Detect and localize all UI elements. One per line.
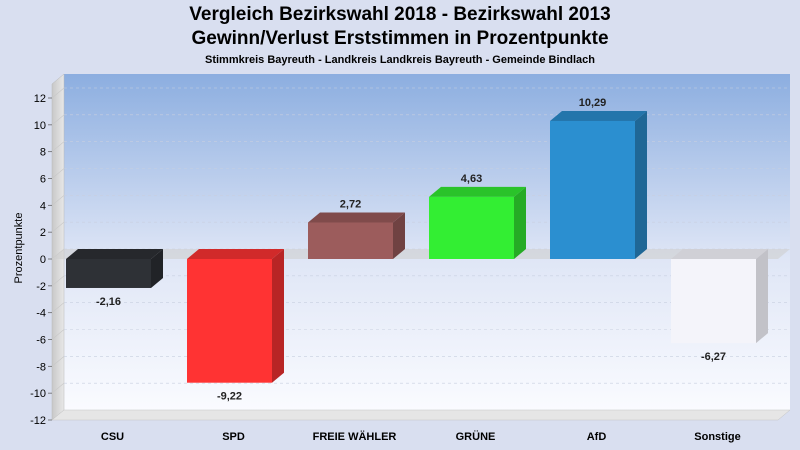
bar-4: 10,29 [550,97,647,259]
bar-top [671,249,768,259]
chart-titles: Vergleich Bezirkswahl 2018 - Bezirkswahl… [0,0,800,67]
bar-top [308,212,405,223]
grid-line-side [51,168,65,179]
y-tick-label: -8 [36,361,46,373]
bar-side [756,249,768,344]
grid-line-side [51,382,65,394]
y-tick-label: -6 [36,335,46,347]
bar-side [151,249,163,288]
y-tick-label: 2 [40,227,46,239]
x-category-label: AfD [587,431,607,443]
bar-2: 2,72 [308,199,405,259]
x-category-label: GRÜNE [456,430,496,443]
bar-side [635,110,647,259]
bar-top [429,186,526,197]
bar-value-label: 4,63 [461,173,482,185]
bar-front [550,120,635,259]
y-axis-ticks: -12 -10 -8 -6 -4 -2 0 2 4 6 8 10 12 [30,93,52,427]
grid-line-side [51,329,65,340]
chart-title-line1: Vergleich Bezirkswahl 2018 - Bezirkswahl… [189,4,611,25]
bar-value-label: -6,27 [701,351,726,363]
bar-value-label: -2,16 [96,296,121,308]
y-tick-label: -12 [30,415,46,427]
bar-front [308,222,393,259]
grid-line-side [51,195,65,206]
y-tick-label: 12 [34,93,46,105]
floor [51,409,791,421]
bar-front [66,259,151,288]
chart-title-line2: Gewinn/Verlust Erststimmen in Prozentpun… [191,28,609,49]
bars: -2,16 -9,22 2,72 4,63 10,29 -6,27 [66,97,768,403]
bar-0: -2,16 [66,249,163,308]
bar-3: 4,63 [429,173,526,259]
bar-top [550,110,647,121]
x-axis-labels: CSU SPD FREIE WÄHLER GRÜNE AfD Sonstige [101,430,741,443]
grid-line-side [51,356,65,367]
bar-5: -6,27 [671,249,768,363]
grid-line-side [51,275,65,287]
bar-front [671,259,756,344]
bar-1: -9,22 [187,249,284,403]
bar-side [393,212,405,259]
bar-value-label: -9,22 [217,391,242,403]
y-tick-label: -10 [30,388,46,400]
y-tick-label: -4 [36,308,46,320]
chart-subtitle: Stimmkreis Bayreuth - Landkreis Landkrei… [204,54,595,66]
y-tick-label: 10 [34,120,46,132]
left-wall [51,73,65,421]
bar-value-label: 2,72 [340,199,361,211]
x-category-label: CSU [101,431,124,443]
x-category-label: SPD [222,431,245,443]
grid-line-side [51,221,65,233]
plot-background [51,73,791,421]
grid-line-side [51,302,65,313]
y-tick-label: -2 [36,281,46,293]
grid-line-side [51,87,65,99]
y-tick-label: 0 [40,254,46,266]
y-tick-label: 4 [40,200,46,212]
x-category-label: Sonstige [694,431,740,443]
bar-top [66,249,163,259]
bar-side [514,186,526,259]
x-category-label: FREIE WÄHLER [313,430,397,443]
y-tick-label: 6 [40,174,46,186]
bar-front [187,259,272,383]
bar-value-label: 10,29 [579,97,607,109]
y-axis-label: Prozentpunkte [13,213,25,284]
bar-side [272,249,284,383]
back-wall [64,74,790,410]
grid-line-side [51,114,65,126]
y-tick-label: 8 [40,147,46,159]
grid-line-side [51,141,65,152]
bar-top [187,249,284,259]
bar-front [429,196,514,259]
